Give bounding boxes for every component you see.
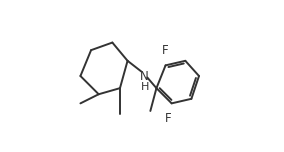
Text: N: N [140,69,149,83]
Text: F: F [162,44,169,57]
Text: H: H [141,82,149,92]
Text: F: F [165,112,172,125]
